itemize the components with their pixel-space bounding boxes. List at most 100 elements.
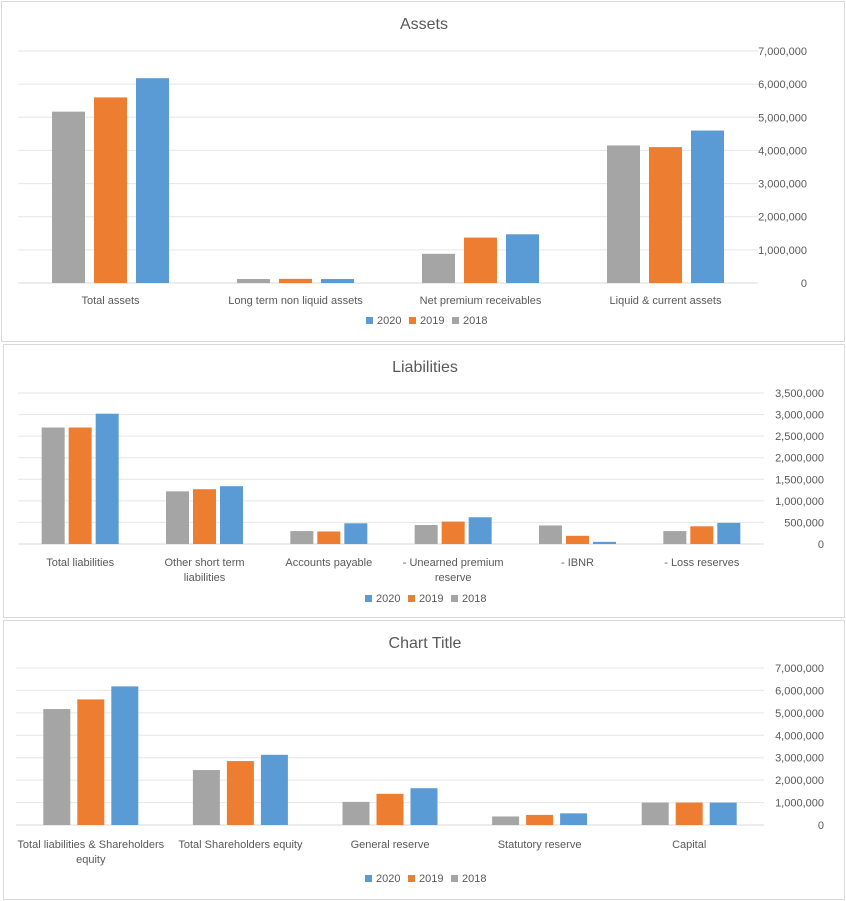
bar-2019-4 (526, 814, 554, 825)
y-tick-label: 7,000,000 (775, 663, 824, 675)
y-tick-label: 1,000,000 (758, 245, 807, 257)
bar-2020-2 (220, 486, 243, 544)
y-tick-label: 500,000 (784, 517, 824, 529)
bar-2018-4 (414, 525, 438, 544)
bar-2018-5 (641, 802, 669, 825)
bar-2019-1 (68, 427, 92, 544)
bar-2018-1 (43, 709, 71, 825)
bar-2020-4 (560, 813, 588, 825)
category-label: - Loss reserves (664, 557, 740, 569)
category-label: Total Shareholders equity (178, 839, 303, 851)
bar-2018-2 (192, 770, 220, 825)
bar-2019-3 (464, 237, 497, 283)
y-tick-label: 1,500,000 (775, 474, 824, 486)
bar-2019-1 (94, 97, 127, 284)
legend-swatch-2020 (365, 595, 372, 602)
legend-swatch-2019 (409, 317, 416, 324)
y-tick-label: 3,000,000 (775, 753, 824, 765)
y-tick-label: 2,000,000 (775, 453, 824, 465)
bar-2020-5 (593, 541, 616, 544)
bar-2018-4 (492, 816, 520, 825)
bar-2020-6 (717, 522, 741, 544)
assets-chart: Assets 0 1,000,000 2,000,000 3,000,000 4,000,… (18, 16, 807, 327)
bar-2019-2 (193, 489, 216, 544)
legend-label-2019: 2019 (419, 593, 443, 605)
legend-label-2020: 2020 (377, 315, 401, 327)
y-tick-label: 6,000,000 (758, 79, 807, 91)
y-tick-label: 3,000,000 (775, 410, 824, 422)
y-tick-label: 1,000,000 (775, 798, 824, 810)
bar-2018-6 (663, 531, 687, 544)
bar-2020-2 (321, 279, 354, 283)
category-label: Accounts payable (285, 557, 372, 569)
legend-swatch-2018 (451, 595, 458, 602)
bar-2018-4 (607, 145, 640, 283)
chart-title: Assets (400, 16, 448, 33)
y-tick-label: 1,000,000 (775, 496, 824, 508)
category-label: Total liabilities (46, 557, 114, 569)
category-label: Long term non liquid assets (228, 295, 363, 307)
legend-label-2018: 2018 (462, 873, 486, 885)
legend-label-2020: 2020 (376, 873, 400, 885)
bar-2020-3 (344, 523, 368, 544)
bar-2020-3 (410, 788, 438, 825)
category-label: Total liabilities & Shareholders equity (17, 839, 164, 866)
equity-chart: Chart Title 0 1,000,000 2,000,000 3,000,000 4… (16, 635, 824, 885)
bar-2020-4 (468, 517, 492, 544)
bar-2018-2 (237, 279, 270, 283)
y-tick-label: 2,500,000 (775, 431, 824, 443)
bar-2018-3 (422, 253, 455, 283)
legend-label-2020: 2020 (376, 593, 400, 605)
bar-2019-5 (675, 802, 703, 825)
legend-swatch-2019 (408, 875, 415, 882)
category-label: Statutory reserve (498, 839, 582, 851)
bar-2018-5 (539, 525, 562, 544)
chart-title: Chart Title (389, 635, 462, 652)
assets-chart-panel: Assets 0 1,000,000 2,000,000 3,000,000 4,000,… (1, 1, 845, 342)
bar-2019-6 (690, 526, 714, 544)
bar-2020-2 (260, 754, 288, 825)
y-tick-label: 5,000,000 (758, 112, 807, 124)
bar-2020-4 (691, 130, 724, 283)
y-tick-label: 7,000,000 (758, 46, 807, 58)
y-tick-label: 0 (818, 539, 824, 551)
y-tick-label: 4,000,000 (758, 145, 807, 157)
category-label: General reserve (351, 839, 430, 851)
bar-2019-2 (279, 278, 312, 283)
legend-swatch-2020 (365, 875, 372, 882)
category-label: Capital (672, 839, 706, 851)
liabilities-chart: Liabilities 0 500,000 1,000,000 1,500,000 2,0… (18, 359, 824, 605)
y-tick-label: 3,500,000 (775, 388, 824, 400)
bar-2020-1 (95, 413, 119, 544)
bar-2019-3 (376, 793, 404, 825)
category-label: Liquid & current assets (610, 295, 722, 307)
y-tick-label: 3,000,000 (758, 179, 807, 191)
legend-label-2019: 2019 (419, 873, 443, 885)
bar-2020-1 (136, 78, 169, 283)
bar-2019-5 (566, 535, 589, 544)
y-tick-label: 4,000,000 (775, 730, 824, 742)
y-tick-label: 0 (801, 278, 807, 290)
category-label: Total assets (81, 295, 140, 307)
liabilities-chart-panel: Liabilities 0 500,000 1,000,000 1,500,000 2,0… (3, 344, 845, 618)
legend-label-2018: 2018 (463, 315, 487, 327)
bar-2019-1 (77, 699, 105, 825)
equity-chart-panel: Chart Title 0 1,000,000 2,000,000 3,000,000 4… (3, 620, 845, 900)
bar-2020-1 (111, 686, 139, 825)
y-tick-label: 0 (818, 820, 824, 832)
category-label: Net premium receivables (420, 295, 542, 307)
bar-2018-3 (342, 801, 370, 825)
bar-2019-2 (226, 761, 254, 825)
y-tick-label: 2,000,000 (758, 212, 807, 224)
category-label: - Unearned premium reserve (403, 557, 504, 584)
legend-label-2019: 2019 (420, 315, 444, 327)
legend-swatch-2018 (451, 875, 458, 882)
bar-2020-5 (709, 802, 737, 825)
y-tick-label: 2,000,000 (775, 775, 824, 787)
bar-2018-2 (166, 491, 189, 544)
bar-2018-1 (41, 427, 65, 544)
bar-2019-4 (441, 521, 465, 544)
bar-2020-3 (506, 234, 539, 283)
legend-label-2018: 2018 (462, 593, 486, 605)
category-label: Other short term liabilities (164, 557, 244, 584)
